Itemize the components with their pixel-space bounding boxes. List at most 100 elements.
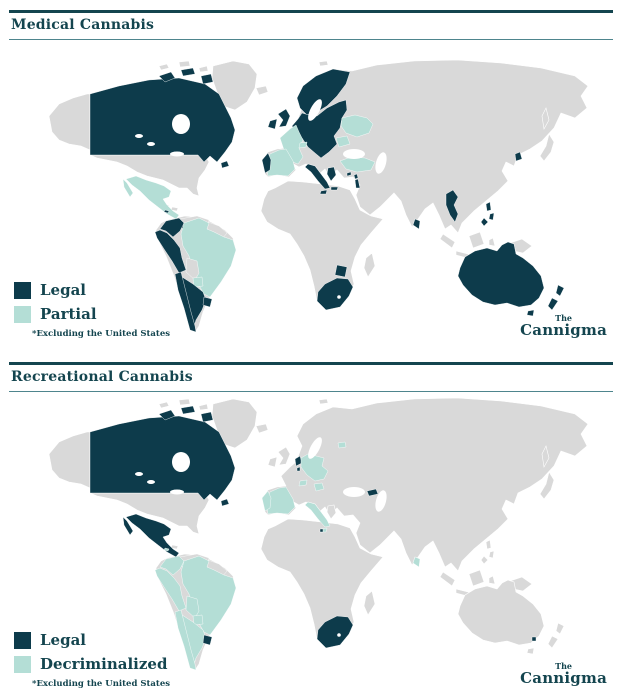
arctic-islands [158,60,329,73]
legend-row-legal: Legal [14,631,170,649]
peru [154,229,187,274]
medical-map: Legal Partial *Excluding the United Stat… [9,58,613,339]
cannigma-logo: The Cannigma [520,662,607,686]
greenland [211,60,258,111]
paraguay [192,276,204,288]
italy [304,163,331,195]
recreational-map: Legal Decriminalized *Excluding the Unit… [9,396,613,689]
brazil [180,555,237,636]
brazil [180,217,237,298]
caspian-sea [375,490,387,512]
hudson-bay [172,114,190,134]
portugal [261,490,272,512]
great-bear-lake [135,472,143,476]
sri-lanka [412,556,421,568]
madagascar [363,252,376,278]
baltic-sea [308,99,322,121]
switzerland [298,141,308,149]
colombia [159,555,185,576]
paraguay [192,614,204,626]
switzerland [298,479,308,487]
great-slave-lake [147,480,155,484]
recreational-footnote: *Excluding the United States [32,679,171,689]
chile [174,609,197,671]
country-overlays [89,67,565,333]
recreational-title: Recreational Cannabis [11,369,193,385]
greece [326,166,339,191]
portugal [261,152,272,174]
mexico [122,175,180,220]
luxembourg [296,466,301,472]
usa [89,492,210,535]
black-sea [343,149,365,159]
great-lakes [170,489,184,495]
alaska [48,431,91,489]
cyprus [346,171,352,177]
world-map [48,59,589,333]
indonesia [439,231,533,260]
croatia-slovenia [313,482,325,492]
medical-footnote: *Excluding the United States [32,329,171,339]
new-zealand-base [547,622,565,649]
new-zealand [547,284,565,311]
philippines-base [480,539,495,565]
recreational-panel: Recreational Cannabis [9,362,613,689]
estonia [337,441,347,449]
south-africa [316,277,354,311]
usa [89,154,210,197]
caspian-sea [375,152,387,174]
world-map [48,397,589,671]
israel [354,178,361,189]
medical-panel: Medical Cannabis [9,10,613,339]
legend-row-decriminalized: Decriminalized [14,655,170,673]
legal-swatch [14,281,31,299]
south-korea [514,151,523,162]
romania [335,135,351,148]
japan [539,445,555,500]
seas [135,437,387,637]
seas [135,99,387,299]
decriminalized-label: Decriminalized [40,655,168,673]
logo-cannigma: Cannigma [520,669,607,687]
medical-header: Medical Cannabis [9,10,613,40]
base-land [48,397,589,671]
peru [154,567,187,612]
georgia [366,488,379,497]
uruguay [202,296,213,308]
bolivia [185,595,200,619]
japan [539,107,555,162]
mexico [122,513,180,558]
medical-legend: Legal Partial *Excluding the United Stat… [14,281,170,339]
sri-lanka [412,218,421,230]
arctic-islands [158,398,329,411]
philippines [480,201,495,227]
alaska [48,93,91,151]
zimbabwe [334,264,348,278]
country-overlays [89,405,537,671]
canada [89,405,236,507]
medical-title: Medical Cannabis [11,17,155,33]
lesotho [337,633,341,637]
legend-row-legal: Legal [14,281,170,299]
legend-row-partial: Partial [14,305,170,323]
logo-the: The [555,313,572,323]
great-bear-lake [135,134,143,138]
baltic-sea [308,437,322,459]
greenland [211,398,258,449]
jamaica [163,209,170,214]
south-africa [316,615,354,649]
indonesia [439,569,533,598]
lebanon [353,173,359,180]
decriminalized-swatch [14,655,31,673]
malta [319,528,324,533]
partial-label: Partial [40,305,97,323]
legal-label: Legal [40,281,86,299]
united-kingdom [277,108,291,128]
logo-cannigma: Cannigma [520,321,607,339]
australian-capital-territory [531,636,537,642]
ireland [267,456,278,468]
iceland [255,423,269,434]
madagascar [363,590,376,616]
canada [89,67,236,169]
great-slave-lake [147,142,155,146]
